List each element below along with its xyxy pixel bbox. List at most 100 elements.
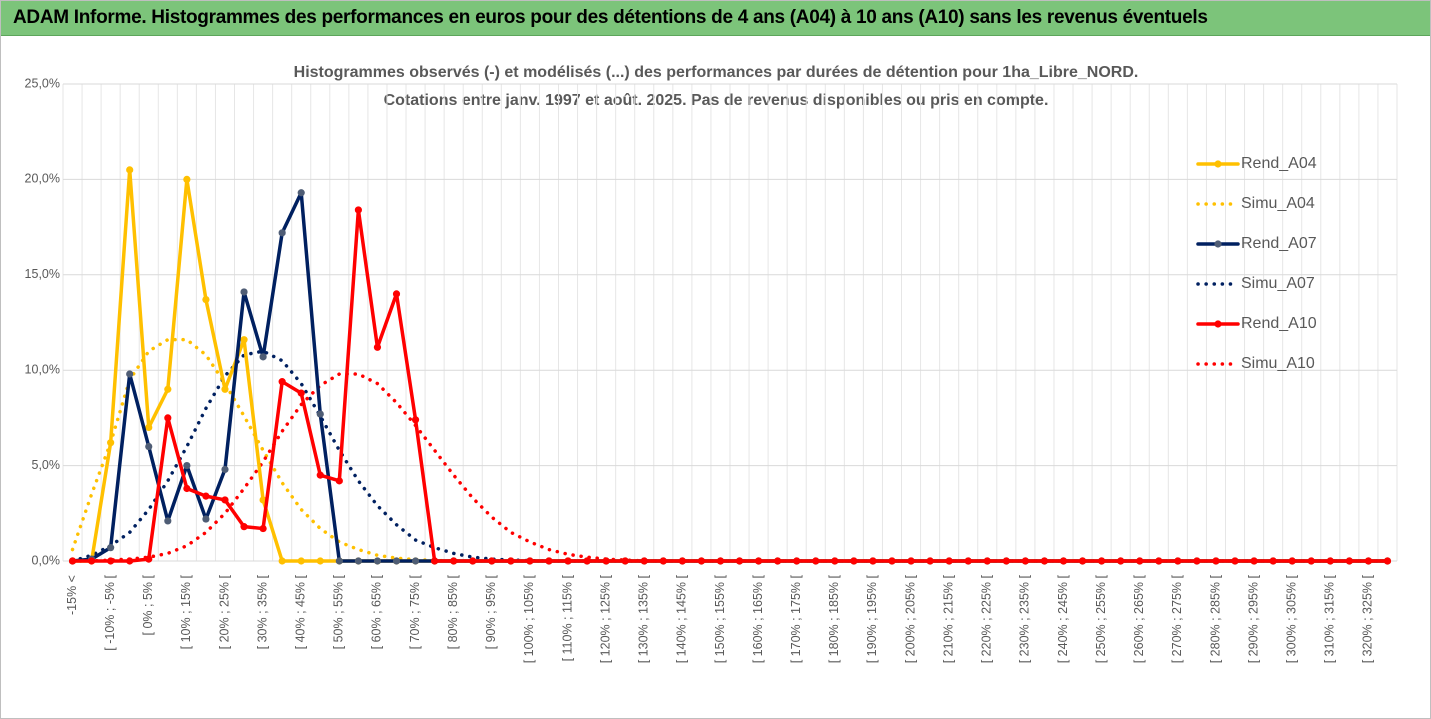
data-point: [183, 484, 191, 493]
data-point: [164, 414, 172, 422]
x-tick-label: [ 260% ; 265% [: [1132, 574, 1146, 663]
data-point: [1307, 557, 1315, 565]
legend-marker: [1214, 320, 1222, 328]
data-point: [107, 557, 115, 565]
chart-subtitle: Cotations entre janv. 1997 et août. 2025…: [384, 92, 1049, 109]
data-point: [678, 557, 686, 565]
data-point: [1250, 557, 1258, 565]
x-tick-label: [ 120% ; 125% [: [598, 574, 612, 663]
data-point: [1269, 557, 1277, 565]
x-tick-label: [ 320% ; 325% [: [1361, 574, 1375, 663]
x-tick-label: [ 230% ; 235% [: [1018, 574, 1032, 663]
x-tick-label: [ 70% ; 75% [: [408, 574, 422, 649]
data-point: [812, 557, 820, 565]
data-point: [1021, 557, 1029, 565]
data-point: [1326, 557, 1334, 565]
banner: ADAM Informe. Histogrammes des performan…: [1, 1, 1430, 36]
y-tick-label: 5,0%: [32, 458, 61, 472]
legend-label: Rend_A10: [1241, 315, 1317, 332]
data-point: [126, 557, 134, 565]
y-tick-label: 25,0%: [25, 76, 60, 90]
data-point: [411, 416, 420, 424]
data-point: [1117, 557, 1125, 565]
data-point: [621, 557, 629, 565]
chart-subtitle: Histogrammes observés (-) et modélisés (…: [294, 64, 1139, 81]
data-point: [316, 471, 324, 479]
data-point: [316, 410, 324, 418]
x-tick-label: [ 50% ; 55% [: [332, 574, 346, 649]
x-tick-label: [ 300% ; 305% [: [1284, 574, 1298, 663]
data-point: [221, 465, 229, 474]
data-point: [1231, 557, 1239, 565]
x-tick-label: [ 180% ; 185% [: [827, 574, 841, 663]
data-point: [373, 557, 382, 565]
data-point: [1383, 557, 1392, 565]
x-tick-label: [ 200% ; 205% [: [903, 574, 917, 663]
y-tick-label: 20,0%: [25, 172, 60, 186]
x-tick-label: [ 160% ; 165% [: [751, 574, 765, 663]
data-point: [831, 557, 839, 565]
x-tick-label: [ 310% ; 315% [: [1323, 574, 1337, 663]
data-point: [926, 557, 934, 565]
data-point: [1059, 557, 1068, 565]
legend-label: Rend_A04: [1241, 155, 1317, 172]
data-point: [183, 175, 191, 183]
data-point: [1155, 557, 1163, 565]
data-point: [716, 557, 725, 565]
data-point: [545, 557, 553, 565]
x-tick-label: [ 20% ; 25% [: [217, 574, 231, 649]
x-tick-label: [ 220% ; 225% [: [980, 574, 994, 663]
data-point: [793, 557, 801, 565]
legend-label: Simu_A04: [1241, 195, 1315, 212]
data-point: [221, 496, 229, 504]
data-point: [850, 557, 858, 565]
data-point: [202, 492, 210, 500]
x-tick-label: [ 290% ; 295% [: [1246, 574, 1260, 663]
data-point: [107, 439, 115, 447]
data-point: [488, 557, 496, 565]
data-point: [373, 343, 382, 351]
x-tick-label: [ 100% ; 105% [: [522, 574, 536, 663]
data-point: [869, 557, 877, 565]
x-tick-label: [ 250% ; 255% [: [1094, 574, 1108, 663]
data-point: [335, 477, 343, 485]
data-point: [145, 555, 153, 563]
data-point: [659, 557, 667, 565]
data-point: [297, 557, 305, 565]
data-point: [240, 336, 248, 344]
data-point: [526, 557, 534, 565]
data-point: [183, 462, 191, 470]
chart: Histogrammes observés (-) et modélisés (…: [25, 64, 1398, 663]
x-tick-label: [ 240% ; 245% [: [1056, 574, 1070, 663]
data-point: [68, 557, 77, 565]
data-point: [450, 557, 458, 565]
data-point: [602, 557, 610, 565]
data-point: [411, 557, 420, 565]
data-point: [697, 557, 706, 565]
data-point: [964, 557, 972, 565]
data-point: [1136, 557, 1144, 565]
data-point: [754, 557, 763, 565]
x-tick-label: [ 30% ; 35% [: [255, 574, 269, 649]
x-tick-label: [ 60% ; 65% [: [370, 574, 384, 649]
data-point: [983, 557, 991, 565]
data-point: [240, 288, 248, 296]
data-point: [202, 515, 210, 523]
data-point: [164, 385, 172, 393]
data-point: [469, 557, 477, 565]
data-point: [126, 166, 134, 174]
data-point: [1212, 557, 1220, 565]
data-point: [145, 442, 153, 451]
x-tick-label: [ 190% ; 195% [: [865, 574, 879, 663]
x-tick-label: [ 170% ; 175% [: [789, 574, 803, 663]
data-point: [640, 557, 648, 565]
data-point: [564, 557, 572, 565]
x-tick-label: [ 130% ; 135% [: [637, 574, 651, 663]
data-point: [1288, 557, 1296, 565]
data-point: [907, 557, 915, 565]
data-point: [1174, 557, 1182, 565]
x-tick-label: [ 40% ; 45% [: [294, 574, 308, 649]
x-tick-label: [ 90% ; 95% [: [484, 574, 498, 649]
data-point: [259, 353, 267, 361]
